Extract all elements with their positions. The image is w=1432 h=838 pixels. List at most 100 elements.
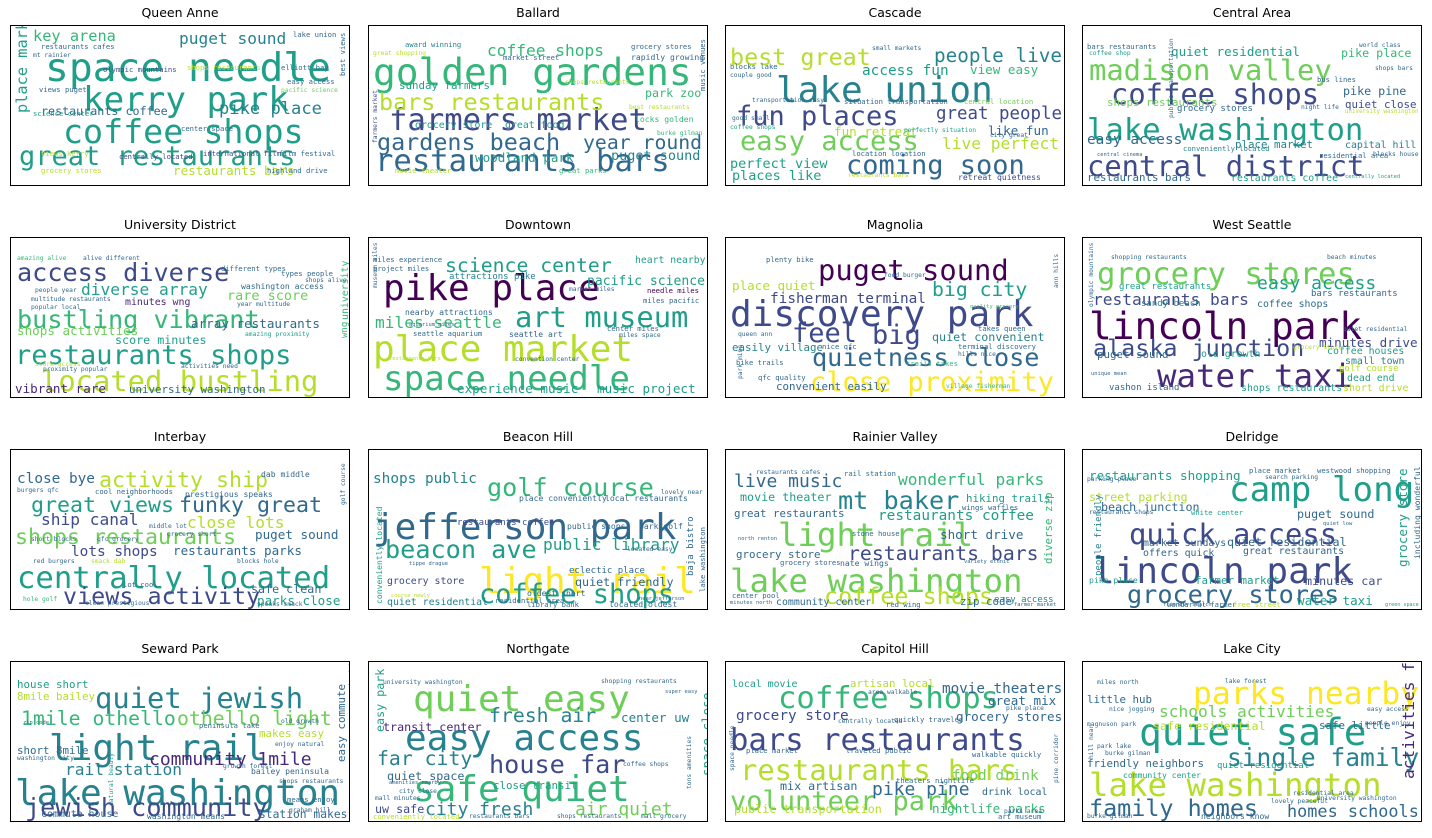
cloud-word: old growth [1201, 349, 1261, 361]
cloud-word: golf course [340, 463, 347, 506]
cloud-word: alive different [83, 255, 140, 263]
cloud-word: uw safe [375, 802, 425, 817]
cloud-word: middle lot [149, 522, 187, 530]
cloud-word: friendly neighbors [1087, 757, 1205, 771]
cloud-word: public transportation [1168, 38, 1175, 119]
cloud-word: grocery store [415, 120, 493, 132]
cloud-word: natural beauty [108, 752, 115, 806]
cloud-word: market miles [569, 285, 615, 293]
cloud-word: variety ethnic [964, 559, 1010, 566]
cloud-word: live perfect [942, 134, 1059, 154]
cloud-word: schools activities [1159, 701, 1335, 721]
cloud-word: best great [730, 43, 871, 72]
cloud-word: rail station [844, 469, 896, 479]
cloud-word: coffee houses [1327, 345, 1405, 357]
cloud-word: pike place [1089, 574, 1138, 585]
wordcloud-frame: light rail lake washington mt baker coffee … [725, 449, 1065, 610]
panel-title: Lake City [1223, 641, 1281, 656]
wordcloud-frame: space needle kerry park coffee shops great … [10, 25, 350, 186]
wordcloud-frame: jefferson park golf course beacon ave light… [368, 449, 708, 610]
cloud-word: capital hill [1345, 140, 1417, 152]
cloud-word: mt rainier [33, 51, 71, 59]
cloud-word: easy access [994, 594, 1054, 605]
cloud-word: cool neighborhoods [95, 487, 173, 497]
cloud-word: washington access [241, 280, 324, 291]
cloud-word: view easy [970, 62, 1039, 78]
cloud-word: farmer market [1195, 573, 1280, 587]
cloud-word: quiet space [387, 768, 465, 783]
cloud-word: quiet jewish [95, 680, 304, 715]
cloud-word: activities need [181, 362, 238, 370]
cloud-word: elliott bay [281, 63, 329, 73]
cloud-word: small markets [872, 45, 922, 53]
cloud-word: magnuson park [1087, 721, 1137, 729]
cloud-word: madison valley [1089, 53, 1332, 88]
cloud-word: coffee shops [487, 40, 604, 60]
cloud-word: mt rainier [348, 661, 350, 689]
cloud-word: place market [373, 328, 634, 370]
cloud-word: dab middle [261, 469, 310, 480]
cloud-word: peninsula lake [199, 721, 260, 731]
cloud-word: lake union [293, 30, 337, 40]
cloud-word: shops restaurants [279, 778, 344, 786]
cloud-word: dead end [1347, 372, 1395, 384]
cloud-word: quiet residential [1227, 535, 1347, 550]
cloud-word: score minutes [115, 333, 207, 348]
cloud-word: beach junction [1101, 499, 1200, 514]
cloud-word: puget sound [1097, 348, 1169, 362]
cloud-word: hill near [1088, 724, 1095, 760]
cloud-word: restaurants cafes [756, 469, 821, 477]
cloud-word: lake washington [15, 772, 341, 814]
cloud-word: science center [445, 254, 612, 278]
panel-title: Beacon Hill [502, 429, 574, 444]
panel-title: Magnolia [866, 217, 924, 232]
cloud-word: international film [203, 148, 281, 158]
wordcloud-panel: Ballard golden gardens farmers market resta… [368, 4, 708, 186]
cloud-word: good small [732, 115, 770, 123]
cloud-word: music project [597, 381, 696, 396]
cloud-word: old growth [281, 717, 319, 725]
cloud-word: small town [1345, 355, 1405, 367]
cloud-word: north renton [738, 536, 777, 543]
cloud-word: restaurants coffee [457, 517, 555, 528]
cloud-word: olympic mountains [1088, 242, 1095, 307]
cloud-word: safe clean [251, 581, 322, 596]
cloud-word: lake forest [1225, 677, 1267, 685]
cloud-word: clean prestigious [85, 599, 150, 607]
cloud-word: diverse zip [1042, 492, 1055, 564]
cloud-word: lots shops [71, 544, 158, 561]
wordcloud-panel: Delridge camp long quick access lincoln par… [1082, 428, 1422, 610]
cloud-word: different types [221, 263, 286, 273]
cloud-word: art museum [998, 812, 1042, 821]
wordcloud-frame: madison valley coffee shops lake washingto… [1082, 25, 1422, 186]
cloud-word: grocery store [1395, 468, 1410, 568]
cloud-word: award winning [405, 40, 462, 50]
cloud-word: short drive [940, 526, 1024, 542]
cloud-word: tippe drague [409, 561, 448, 568]
wordcloud-panel: Cascade lake union coming soon easy access f… [725, 4, 1065, 186]
cloud-word: baja bistro [686, 515, 696, 576]
cloud-word: quiet residential [1217, 761, 1310, 772]
cloud-word: coming soon [846, 149, 1025, 181]
cloud-word: access fun [862, 63, 949, 80]
cloud-word: lovely peaceful [1271, 798, 1328, 806]
cloud-word: wonderful parks [898, 469, 1045, 489]
cloud-word: 1mile othello [21, 706, 176, 730]
cloud-word: wings waffles [962, 502, 1019, 512]
cloud-word: farmers market [372, 90, 379, 144]
cloud-word: lake washington [698, 527, 707, 593]
cloud-word: place market [1235, 137, 1314, 151]
cloud-word: located oldest [609, 599, 678, 609]
cloud-word: best views [338, 32, 347, 77]
cloud-word: shopping restaurants [1111, 253, 1187, 261]
cloud-word: fisherman terminal [770, 290, 926, 307]
cloud-word: city great [990, 132, 1028, 140]
cloud-word: restaurants shops [1089, 509, 1154, 517]
cloud-word: grocery store [1293, 344, 1343, 352]
cloud-word: grocery stores [631, 41, 692, 51]
cloud-word: public shops [567, 520, 626, 531]
cloud-word: easy access [405, 717, 644, 759]
panel-title: Central Area [1212, 5, 1292, 20]
cloud-word: food burger [884, 272, 926, 280]
cloud-word: project miles [373, 263, 430, 273]
